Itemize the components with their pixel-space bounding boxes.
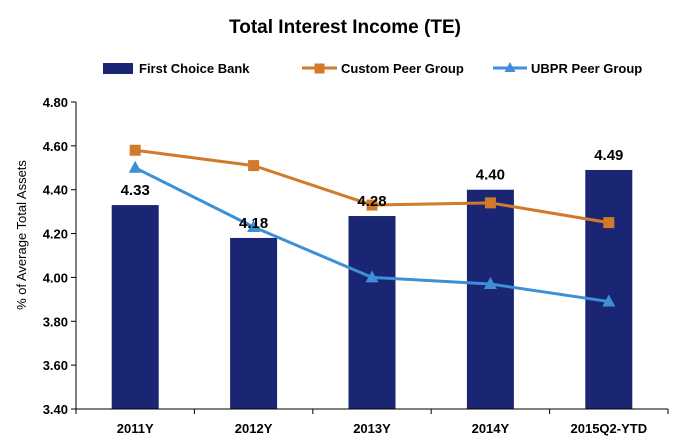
bar-data-label: 4.40 <box>476 167 505 184</box>
x-tick-label: 2014Y <box>472 421 510 436</box>
point-ubpr-peer-group <box>483 277 497 290</box>
x-tick-label: 2012Y <box>235 421 273 436</box>
legend-marker-custom-peer-group <box>314 63 325 74</box>
point-ubpr-peer-group <box>602 294 616 307</box>
x-tick-label: 2013Y <box>353 421 391 436</box>
line-series <box>128 144 616 307</box>
bar-data-label: 4.49 <box>594 147 623 164</box>
y-tick-label: 4.00 <box>43 270 68 285</box>
y-tick-label: 3.60 <box>43 358 68 373</box>
bar-first-choice-bank <box>348 216 396 409</box>
bar-first-choice-bank <box>585 169 633 409</box>
legend-label-ubpr-peer-group: UBPR Peer Group <box>531 61 642 76</box>
x-tick-label: 2011Y <box>117 421 154 436</box>
x-axis-ticks: 2011Y 2012Y 2013Y 2014Y 2015Q2-YTD <box>75 409 669 436</box>
bar-series <box>111 169 633 409</box>
legend-swatch-first-choice-bank <box>103 63 133 74</box>
chart-legend: First Choice Bank Custom Peer Group UBPR… <box>103 61 642 76</box>
y-tick-label: 4.60 <box>43 139 68 154</box>
y-tick-label: 3.80 <box>43 314 68 329</box>
point-custom-peer-group <box>366 199 378 211</box>
line-custom-peer-group <box>135 148 610 225</box>
bar-first-choice-bank <box>230 237 278 409</box>
data-labels: 4.33 4.18 4.28 4.40 4.49 <box>121 147 624 232</box>
point-custom-peer-group <box>603 217 615 229</box>
y-tick-label: 4.20 <box>43 227 68 242</box>
point-ubpr-peer-group <box>365 270 379 283</box>
point-custom-peer-group <box>484 197 496 209</box>
bar-first-choice-bank <box>466 189 514 409</box>
bar-data-label: 4.28 <box>357 193 386 210</box>
y-tick-label: 4.40 <box>43 183 68 198</box>
y-tick-label: 4.80 <box>43 95 68 110</box>
bar-data-label: 4.18 <box>239 215 268 232</box>
point-custom-peer-group <box>248 160 260 172</box>
y-axis-ticks: 4.80 4.60 4.40 4.20 4.00 3.80 3.60 3.40 <box>43 95 76 417</box>
y-tick-label: 3.40 <box>43 402 68 417</box>
y-axis-label: % of Average Total Assets <box>14 160 29 310</box>
point-custom-peer-group <box>129 144 141 156</box>
point-ubpr-peer-group <box>128 160 142 173</box>
legend-label-first-choice-bank: First Choice Bank <box>139 61 250 76</box>
axes <box>75 102 668 410</box>
legend-label-custom-peer-group: Custom Peer Group <box>341 61 464 76</box>
point-ubpr-peer-group <box>247 219 261 232</box>
x-tick-label: 2015Q2-YTD <box>571 421 648 436</box>
chart-title: Total Interest Income (TE) <box>229 17 461 38</box>
bar-first-choice-bank <box>111 205 159 409</box>
bar-data-label: 4.33 <box>121 182 150 199</box>
legend-marker-ubpr-peer-group <box>504 62 516 72</box>
